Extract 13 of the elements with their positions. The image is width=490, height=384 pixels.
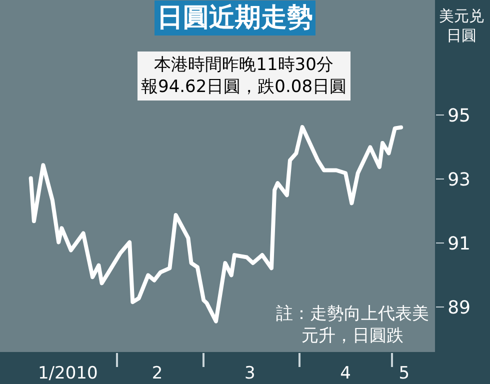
x-tick-label: 3 bbox=[244, 363, 256, 384]
y-tick-label: 91 bbox=[448, 234, 471, 254]
y-tick-label: 93 bbox=[448, 170, 471, 190]
x-tick-label: 1/2010 bbox=[38, 363, 98, 384]
x-tick-label: 5 bbox=[398, 363, 410, 384]
y-tick-label: 95 bbox=[448, 106, 471, 126]
annotation: 註：走勢向上代表美元升，日圓跌 bbox=[276, 304, 429, 346]
y-axis-title: 美元兑日圓 bbox=[439, 7, 484, 44]
x-tick-label: 2 bbox=[152, 363, 163, 384]
chart-title: 日圓近期走勢 bbox=[157, 3, 313, 33]
x-tick-label: 4 bbox=[340, 363, 351, 384]
text: 本港時間昨晚11時30分報94.62日圓，跌0.08日圓 bbox=[141, 55, 347, 98]
y-tick-label: 89 bbox=[448, 298, 471, 318]
